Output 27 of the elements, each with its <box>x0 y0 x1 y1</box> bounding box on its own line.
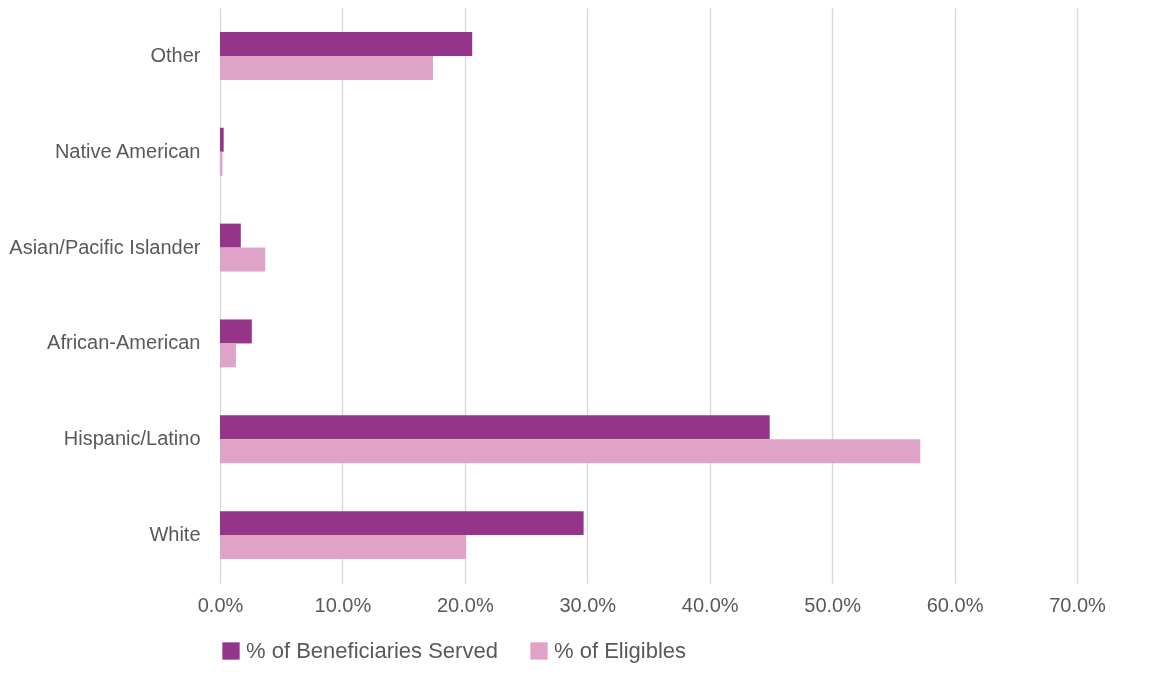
x-tick-label: 0.0% <box>197 593 244 616</box>
y-tick-label: Native American <box>54 139 201 162</box>
bar <box>220 223 241 248</box>
bar <box>220 319 252 344</box>
bar <box>220 415 770 440</box>
bar <box>220 55 434 80</box>
y-tick-label: Hispanic/Latino <box>63 427 201 450</box>
bar <box>220 439 921 464</box>
bar <box>220 31 473 56</box>
x-tick-label: 20.0% <box>437 593 494 616</box>
x-tick-label: 10.0% <box>314 593 372 616</box>
bar <box>220 127 224 152</box>
x-tick-label: 60.0% <box>926 593 984 616</box>
x-tick-label: 40.0% <box>681 593 739 616</box>
y-tick-label: White <box>149 523 201 546</box>
bar <box>220 511 584 536</box>
legend-label: % of Beneficiaries Served <box>246 638 498 663</box>
bar <box>220 343 236 368</box>
y-tick-label: African-American <box>47 331 201 354</box>
bar <box>220 247 266 272</box>
legend-label: % of Eligibles <box>554 638 687 663</box>
y-tick-label: Other <box>150 43 201 66</box>
x-tick-label: 70.0% <box>1049 593 1107 616</box>
bar <box>220 535 467 560</box>
y-tick-label: Asian/Pacific Islander <box>9 235 201 258</box>
x-tick-label: 30.0% <box>559 593 617 616</box>
x-tick-label: 50.0% <box>804 593 862 616</box>
